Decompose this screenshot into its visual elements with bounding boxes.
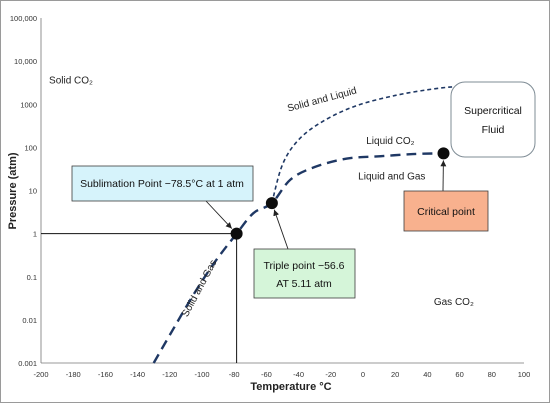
x-tick-label: -120 bbox=[162, 370, 177, 379]
y-tick-label: 1 bbox=[33, 230, 37, 239]
x-tick-label: -140 bbox=[130, 370, 145, 379]
y-tick-label: 100 bbox=[24, 143, 37, 152]
critical-point-callout: Critical point bbox=[404, 191, 488, 231]
supercritical-callout-line-1: Supercritical bbox=[464, 105, 522, 117]
y-tick-label: 0.1 bbox=[27, 273, 37, 282]
triple-point-callout-box bbox=[254, 249, 355, 298]
reference-lines bbox=[41, 234, 237, 363]
x-axis-title: Temperature °C bbox=[250, 381, 331, 393]
x-tick-label: -80 bbox=[229, 370, 240, 379]
callout-arrow bbox=[206, 201, 232, 229]
y-tick-label: 0.01 bbox=[22, 316, 37, 325]
y-tick-label: 0.001 bbox=[18, 359, 37, 368]
y-tick-label: 10,000 bbox=[14, 57, 37, 66]
supercritical-callout-line-2: Fluid bbox=[482, 124, 505, 136]
x-tick-label: -20 bbox=[325, 370, 336, 379]
sublimation-callout: Sublimation Point −78.5°C at 1 atm bbox=[72, 166, 253, 201]
y-tick-label: 100,000 bbox=[10, 14, 37, 23]
x-tick-label: 40 bbox=[423, 370, 431, 379]
region-label: Liquid and Gas bbox=[358, 171, 425, 182]
x-tick-label: -60 bbox=[261, 370, 272, 379]
x-tick-label: -160 bbox=[98, 370, 113, 379]
phase-point-marker bbox=[231, 228, 243, 240]
region-label: Solid and Liquid bbox=[286, 86, 358, 115]
region-label: Gas CO₂ bbox=[434, 297, 474, 308]
x-tick-label: -200 bbox=[33, 370, 48, 379]
x-tick-label: 80 bbox=[488, 370, 496, 379]
region-label: Solid CO₂ bbox=[49, 76, 93, 87]
y-tick-label: 10 bbox=[29, 187, 37, 196]
x-tick-label: -100 bbox=[194, 370, 209, 379]
x-tick-label: 0 bbox=[361, 370, 365, 379]
x-tick-label: 20 bbox=[391, 370, 399, 379]
supercritical-callout: Supercritical Fluid bbox=[451, 82, 535, 157]
critical-point-callout-text: Critical point bbox=[417, 206, 475, 218]
sublimation-callout-text: Sublimation Point −78.5°C at 1 atm bbox=[80, 178, 244, 190]
x-tick-label: 100 bbox=[518, 370, 531, 379]
x-tick-label: 60 bbox=[455, 370, 463, 379]
triple-point-callout-line-1: Triple point −56.6 bbox=[263, 260, 344, 272]
triple-point-callout-line-2: AT 5.11 atm bbox=[276, 278, 332, 290]
region-label: Solid and Gas bbox=[180, 258, 219, 319]
x-tick-label: -40 bbox=[293, 370, 304, 379]
region-label: Liquid CO₂ bbox=[366, 136, 414, 147]
callout-arrow bbox=[274, 210, 288, 249]
phase-point-marker bbox=[266, 197, 278, 209]
y-tick-label: 1000 bbox=[20, 100, 37, 109]
y-axis-title: Pressure (atm) bbox=[7, 152, 19, 229]
x-tick-label: -180 bbox=[66, 370, 81, 379]
supercritical-callout-box bbox=[451, 82, 535, 157]
triple-point-callout: Triple point −56.6 AT 5.11 atm bbox=[254, 249, 355, 298]
phase-point-marker bbox=[438, 147, 450, 159]
